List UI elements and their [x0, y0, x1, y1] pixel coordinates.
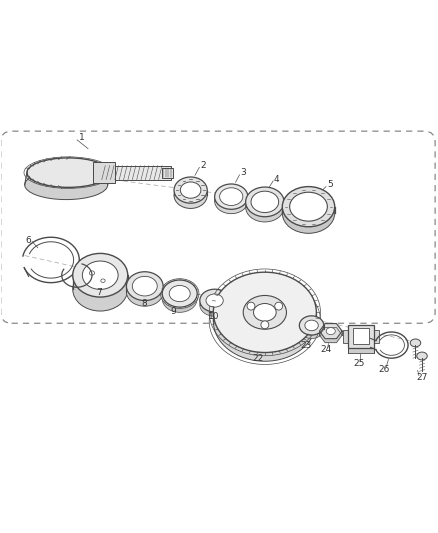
Ellipse shape — [162, 285, 197, 312]
Ellipse shape — [254, 303, 276, 321]
Ellipse shape — [206, 294, 223, 307]
Ellipse shape — [410, 339, 421, 347]
Ellipse shape — [174, 182, 207, 208]
Ellipse shape — [283, 193, 335, 233]
Ellipse shape — [200, 289, 230, 312]
Text: 24: 24 — [320, 345, 332, 354]
Bar — [353, 328, 369, 344]
Ellipse shape — [89, 271, 95, 275]
Text: 9: 9 — [170, 306, 176, 316]
Ellipse shape — [82, 261, 118, 289]
Text: 3: 3 — [240, 168, 246, 177]
Ellipse shape — [299, 319, 324, 338]
Ellipse shape — [25, 170, 108, 199]
Ellipse shape — [305, 320, 318, 330]
Text: 5: 5 — [328, 180, 333, 189]
Ellipse shape — [215, 188, 248, 214]
Ellipse shape — [132, 276, 157, 296]
Text: 10: 10 — [208, 312, 219, 321]
Ellipse shape — [213, 272, 316, 352]
Ellipse shape — [299, 316, 324, 335]
Ellipse shape — [160, 279, 199, 309]
Ellipse shape — [27, 158, 110, 188]
Text: 8: 8 — [141, 299, 147, 308]
Polygon shape — [319, 324, 342, 338]
Text: 25: 25 — [353, 359, 364, 368]
Ellipse shape — [73, 253, 128, 297]
Ellipse shape — [290, 192, 327, 221]
Bar — [373, 329, 379, 343]
Text: 22: 22 — [253, 354, 264, 362]
Ellipse shape — [283, 187, 335, 227]
Ellipse shape — [215, 184, 248, 209]
Text: 23: 23 — [300, 342, 312, 351]
Bar — [348, 325, 374, 348]
Polygon shape — [319, 327, 342, 343]
Ellipse shape — [243, 295, 286, 329]
Circle shape — [275, 302, 283, 310]
Ellipse shape — [246, 187, 284, 217]
Bar — [343, 329, 349, 343]
Ellipse shape — [326, 328, 336, 335]
Text: 7: 7 — [96, 288, 102, 297]
Bar — [348, 330, 374, 353]
Circle shape — [261, 321, 269, 329]
Ellipse shape — [169, 286, 190, 302]
Ellipse shape — [127, 277, 163, 306]
Ellipse shape — [219, 188, 243, 206]
Bar — [97, 166, 171, 180]
Ellipse shape — [200, 294, 230, 316]
Ellipse shape — [251, 191, 279, 213]
Ellipse shape — [180, 182, 201, 198]
Text: 27: 27 — [417, 373, 428, 382]
Text: 6: 6 — [25, 236, 31, 245]
Ellipse shape — [73, 268, 128, 311]
Ellipse shape — [101, 279, 105, 282]
Ellipse shape — [213, 281, 316, 361]
Text: 1: 1 — [78, 133, 85, 142]
Ellipse shape — [246, 192, 284, 222]
Bar — [162, 168, 173, 177]
Text: 4: 4 — [274, 175, 279, 184]
Bar — [93, 162, 115, 183]
Ellipse shape — [162, 280, 197, 307]
Ellipse shape — [417, 352, 427, 360]
Text: 26: 26 — [378, 365, 389, 374]
Ellipse shape — [127, 272, 163, 301]
Text: 2: 2 — [200, 161, 206, 169]
Circle shape — [247, 302, 255, 310]
Ellipse shape — [174, 177, 207, 203]
